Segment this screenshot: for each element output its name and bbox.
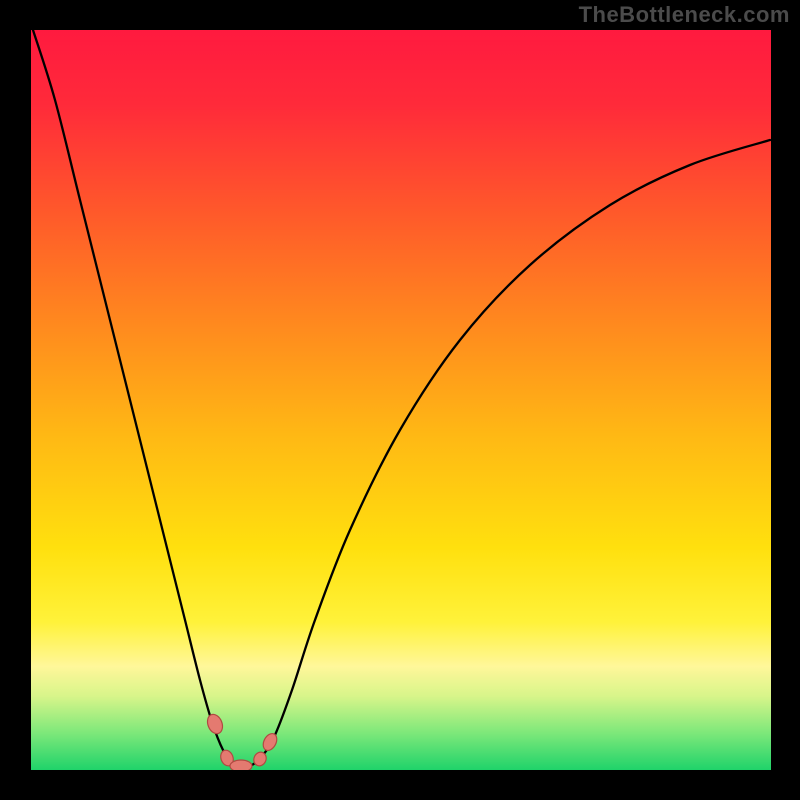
curve-dot: [205, 712, 225, 736]
plot-area: [31, 30, 771, 770]
watermark-text: TheBottleneck.com: [579, 2, 790, 28]
figure-canvas: TheBottleneck.com: [0, 0, 800, 800]
curve-dot: [260, 731, 279, 753]
v-curve: [31, 30, 771, 770]
curve-dot: [230, 760, 252, 770]
